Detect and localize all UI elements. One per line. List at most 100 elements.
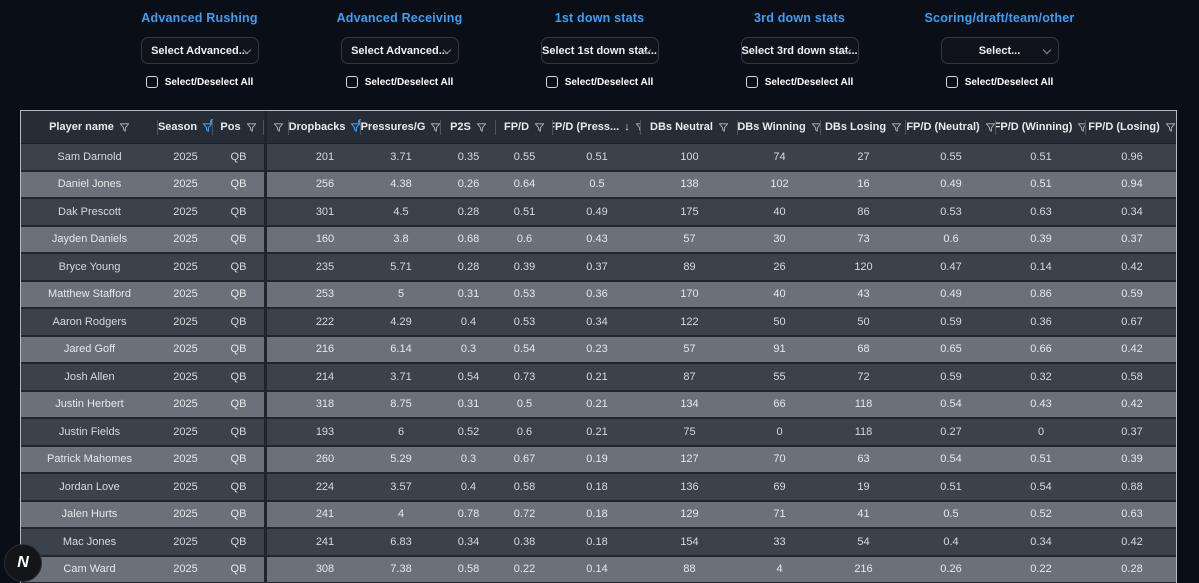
filter-select-button[interactable]: Select 3rd down stat... [740, 37, 859, 64]
table-cell: 0.54 [513, 343, 536, 356]
table-row[interactable]: Jordan Love 2025 QB 224 3.57 0.4 0.58 0.18 136 69… [21, 474, 1176, 502]
table-row[interactable]: Jalen Hurts 2025 QB 241 4 0.78 0.72 0.18 129 71 41… [21, 501, 1176, 529]
table-cell: QB [230, 343, 247, 356]
table-row[interactable]: Patrick Mahomes 2025 QB 260 5.29 0.3 0.67 0.19 1… [21, 446, 1176, 474]
column-header-dbs-winning[interactable]: DBs Winning [738, 111, 821, 143]
filter-funnel-icon[interactable] [1165, 122, 1176, 133]
table-cell [264, 419, 289, 445]
column-header-dbs-neutral[interactable]: DBs Neutral [641, 111, 738, 143]
table-cell: QB [230, 508, 247, 521]
column-header-fp-d-losing[interactable]: FP/D (Losing) [1086, 111, 1176, 143]
table-cell: 0.39 [1030, 233, 1052, 246]
table-cell: QB [230, 315, 247, 328]
select-all-checkbox[interactable] [145, 76, 158, 88]
table-row[interactable]: Aaron Rodgers 2025 QB 222 4.29 0.4 0.53 0.34 122… [21, 309, 1176, 337]
table-cell: 4.29 [390, 315, 412, 328]
filter-select-button[interactable]: Select Advanced... [140, 37, 259, 64]
table-row[interactable]: Sam Darnold 2025 QB 201 3.71 0.35 0.55 0.51 100 7… [21, 144, 1176, 172]
column-header-pressures-g[interactable]: Pressures/G [361, 111, 441, 143]
filter-funnel-icon[interactable] [811, 122, 821, 133]
table-cell: 241 [315, 535, 335, 548]
table-cell: 0.55 [513, 150, 536, 163]
table-cell: 0.4 [460, 315, 477, 328]
table-cell: 0.49 [586, 205, 608, 218]
table-row[interactable]: Jayden Daniels 2025 QB 160 3.8 0.68 0.6 0.43 57 3… [21, 226, 1176, 254]
table-row[interactable]: Josh Allen 2025 QB 214 3.71 0.54 0.73 0.21 87 55 7… [21, 364, 1176, 392]
select-all-checkbox[interactable] [345, 76, 358, 88]
table-cell: 2025 [173, 480, 198, 493]
table-row[interactable]: Cam Ward 2025 QB 308 7.38 0.58 0.22 0.14 88 4 216 0… [21, 556, 1176, 583]
table-row[interactable]: Bryce Young 2025 QB 235 5.71 0.28 0.39 0.37 89 26… [21, 254, 1176, 282]
filter-funnel-icon[interactable] [718, 122, 729, 133]
column-header-label: FP/D [503, 121, 530, 133]
column-header-fp-d-press[interactable]: FP/D (Press... ↓ [553, 111, 641, 143]
filter-select-label: Select Advanced... [151, 44, 248, 57]
column-header-label: FP/D (Press... [553, 121, 620, 133]
column-header-dropbacks[interactable]: Dropbacks [289, 111, 361, 143]
table-cell: 118 [854, 398, 873, 411]
filter-select-button[interactable]: Select... [940, 37, 1059, 64]
select-all-checkbox[interactable] [545, 76, 558, 88]
player-name-cell: Matthew Stafford [48, 288, 131, 301]
filter-funnel-icon[interactable] [430, 122, 441, 133]
select-all-checkbox[interactable] [945, 76, 958, 88]
table-row[interactable]: Mac Jones 2025 QB 241 6.83 0.34 0.38 0.18 154 33 5… [21, 529, 1176, 557]
table-cell: 136 [680, 480, 699, 493]
column-header-fp-d-neutral[interactable]: FP/D (Neutral) [906, 111, 996, 143]
table-cell: 122 [680, 315, 699, 328]
column-header-pos[interactable]: Pos [213, 111, 264, 143]
table-row[interactable]: Justin Fields 2025 QB 193 6 0.52 0.6 0.21 75 0 118… [21, 419, 1176, 447]
filter-funnel-icon[interactable] [202, 118, 213, 133]
table-cell: 175 [680, 205, 699, 218]
column-header-dbs-losing[interactable]: DBs Losing [821, 111, 906, 143]
table-cell: 0.21 [586, 425, 608, 438]
table-cell: 241 [315, 508, 335, 521]
table-cell: 0.51 [1030, 150, 1052, 163]
floating-n-badge[interactable]: N [4, 544, 42, 582]
filter-funnel-icon[interactable] [119, 122, 130, 133]
filter-funnel-icon[interactable] [476, 122, 487, 133]
column-header-player-name[interactable]: Player name [21, 111, 158, 143]
select-all-checkbox[interactable] [745, 76, 758, 88]
table-cell: 0.51 [586, 150, 608, 163]
table-cell: 0.64 [513, 178, 536, 191]
filter-select-button[interactable]: Select Advanced... [340, 37, 459, 64]
table-cell: 54 [857, 535, 870, 548]
table-cell: 0.27 [940, 425, 962, 438]
table-cell: 0.67 [1121, 315, 1143, 328]
table-cell: 0.66 [1030, 343, 1052, 356]
filter-select-label: Select Advanced... [351, 44, 448, 57]
filter-select-label: Select 1st down stat... [542, 44, 657, 57]
table-cell [264, 254, 289, 280]
table-cell: 0.52 [457, 425, 480, 438]
table-row[interactable]: Daniel Jones 2025 QB 256 4.38 0.26 0.64 0.5 138 1… [21, 171, 1176, 199]
filter-funnel-icon[interactable] [350, 118, 361, 133]
table-cell: 27 [857, 150, 870, 163]
checkbox-label: Select/Deselect All [964, 76, 1054, 88]
column-header-blank[interactable] [264, 111, 289, 143]
table-cell: 0.39 [513, 260, 536, 273]
column-header-fp-d-winning[interactable]: FP/D (Winning) [996, 111, 1086, 143]
column-header-label: Dropbacks [289, 121, 346, 133]
player-name-cell: Daniel Jones [57, 178, 122, 191]
table-row[interactable]: Matthew Stafford 2025 QB 253 5 0.31 0.53 0.36 17… [21, 281, 1176, 309]
table-cell: 0.5 [943, 508, 959, 521]
column-header-label: Pos [220, 121, 241, 133]
column-header-fp-d[interactable]: FP/D [496, 111, 553, 143]
filter-funnel-icon[interactable] [246, 122, 257, 133]
table-row[interactable]: Dak Prescott 2025 QB 301 4.5 0.28 0.51 0.49 175 4… [21, 199, 1176, 227]
filter-select-button[interactable]: Select 1st down stat... [540, 37, 659, 64]
filter-funnel-icon[interactable] [891, 122, 902, 133]
filter-funnel-icon[interactable] [273, 122, 284, 133]
table-cell: 0.53 [513, 288, 536, 301]
filter-funnel-icon[interactable] [1077, 122, 1086, 133]
table-cell: 216 [854, 563, 873, 576]
table-row[interactable]: Justin Herbert 2025 QB 318 8.75 0.31 0.5 0.21 13… [21, 391, 1176, 419]
filter-funnel-icon[interactable] [985, 122, 996, 133]
player-name-cell: Jalen Hurts [61, 508, 118, 521]
filter-funnel-icon[interactable] [534, 122, 545, 133]
table-row[interactable]: Jared Goff 2025 QB 216 6.14 0.3 0.54 0.23 57 91 68… [21, 336, 1176, 364]
column-header-p2s[interactable]: P2S [441, 111, 496, 143]
player-name-cell: Jordan Love [59, 480, 120, 493]
column-header-season[interactable]: Season [158, 111, 213, 143]
